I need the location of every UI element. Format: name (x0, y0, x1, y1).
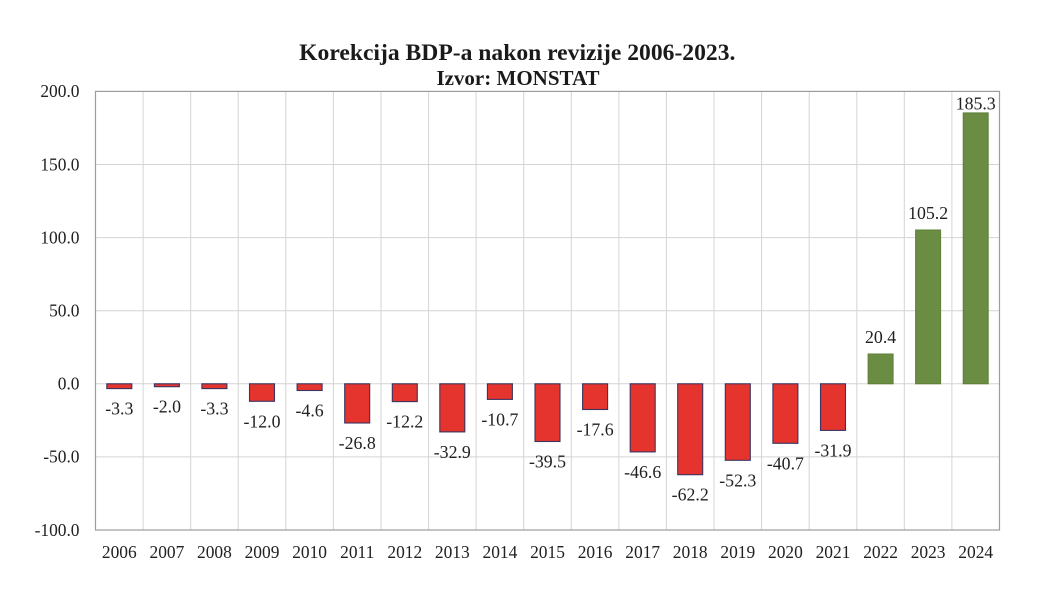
svg-text:185.3: 185.3 (956, 94, 996, 114)
svg-text:20.4: 20.4 (865, 327, 896, 347)
svg-text:2009: 2009 (245, 542, 280, 562)
svg-text:2022: 2022 (863, 542, 898, 562)
svg-text:100.0: 100.0 (40, 227, 79, 247)
svg-text:-2.0: -2.0 (153, 397, 181, 417)
svg-text:0.0: 0.0 (58, 374, 80, 394)
svg-text:-62.2: -62.2 (672, 485, 709, 505)
svg-text:-17.6: -17.6 (577, 420, 614, 440)
svg-text:-10.7: -10.7 (481, 409, 518, 429)
svg-text:-4.6: -4.6 (296, 401, 324, 421)
svg-text:2019: 2019 (720, 542, 755, 562)
svg-text:-50.0: -50.0 (43, 447, 80, 467)
svg-text:150.0: 150.0 (40, 154, 79, 174)
svg-text:2008: 2008 (197, 542, 232, 562)
svg-text:Korekcija BDP-a nakon revizije: Korekcija BDP-a nakon revizije 2006-2023… (299, 40, 735, 66)
svg-text:2010: 2010 (292, 542, 327, 562)
svg-text:2016: 2016 (578, 542, 613, 562)
svg-text:105.2: 105.2 (908, 203, 948, 223)
svg-text:2024: 2024 (958, 542, 993, 562)
svg-text:-12.2: -12.2 (386, 412, 423, 432)
svg-text:2020: 2020 (768, 542, 803, 562)
svg-text:-26.8: -26.8 (339, 433, 376, 453)
svg-text:-3.3: -3.3 (105, 399, 133, 419)
svg-text:2013: 2013 (435, 542, 470, 562)
svg-text:50.0: 50.0 (49, 301, 80, 321)
svg-text:2011: 2011 (340, 542, 374, 562)
svg-text:2012: 2012 (387, 542, 422, 562)
svg-text:-100.0: -100.0 (35, 520, 80, 540)
svg-text:2007: 2007 (150, 542, 185, 562)
svg-text:2014: 2014 (483, 542, 518, 562)
svg-text:-39.5: -39.5 (529, 452, 566, 472)
svg-text:-31.9: -31.9 (814, 440, 851, 460)
svg-text:200.0: 200.0 (40, 81, 79, 101)
svg-text:-32.9: -32.9 (434, 442, 471, 462)
svg-text:2015: 2015 (530, 542, 565, 562)
svg-text:2018: 2018 (673, 542, 708, 562)
svg-text:-3.3: -3.3 (200, 399, 228, 419)
svg-text:-12.0: -12.0 (243, 411, 280, 431)
svg-text:2021: 2021 (816, 542, 851, 562)
svg-text:2017: 2017 (625, 542, 660, 562)
svg-text:-52.3: -52.3 (719, 470, 756, 490)
svg-text:-40.7: -40.7 (767, 453, 804, 473)
svg-text:Izvor: MONSTAT: Izvor: MONSTAT (436, 66, 599, 90)
svg-text:2023: 2023 (911, 542, 946, 562)
svg-text:-46.6: -46.6 (624, 462, 661, 482)
svg-text:2006: 2006 (102, 542, 137, 562)
